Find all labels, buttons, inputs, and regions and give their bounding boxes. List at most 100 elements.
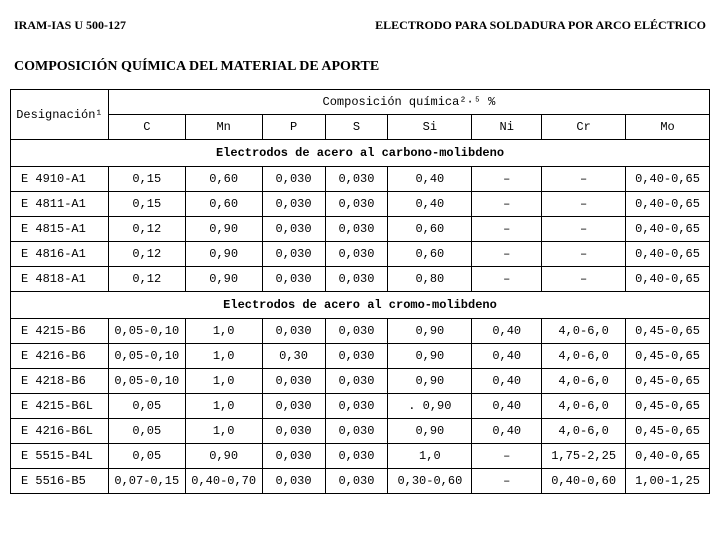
value-cell: 1,0 xyxy=(185,319,262,344)
designation-cell: E 4816-A1 xyxy=(11,242,109,267)
value-cell: 0,60 xyxy=(388,242,472,267)
value-cell: 0,40-0,65 xyxy=(626,242,710,267)
value-cell: 0,030 xyxy=(325,419,388,444)
table-row: E 5515-B4L0,050,900,0300,0301,0–1,75-2,2… xyxy=(11,444,710,469)
value-cell: 0,40-0,60 xyxy=(542,469,626,494)
value-cell: 0,60 xyxy=(388,217,472,242)
value-cell: 0,40-0,65 xyxy=(626,192,710,217)
value-cell: – xyxy=(472,469,542,494)
value-cell: – xyxy=(472,444,542,469)
col-c: C xyxy=(108,115,185,140)
value-cell: 0,05 xyxy=(108,419,185,444)
value-cell: 0,030 xyxy=(325,242,388,267)
value-cell: 1,0 xyxy=(185,394,262,419)
section-title: Electrodos de acero al cromo-molibdeno xyxy=(11,292,710,319)
value-cell: 0,40-0,65 xyxy=(626,444,710,469)
value-cell: 0,05 xyxy=(108,394,185,419)
value-cell: 0,45-0,65 xyxy=(626,419,710,444)
col-mo: Mo xyxy=(626,115,710,140)
header-right: ELECTRODO PARA SOLDADURA POR ARCO ELÉCTR… xyxy=(375,18,706,33)
section-title-row: Electrodos de acero al cromo-molibdeno xyxy=(11,292,710,319)
value-cell: 0,030 xyxy=(262,419,325,444)
value-cell: 0,030 xyxy=(262,394,325,419)
value-cell: 0,40-0,65 xyxy=(626,217,710,242)
designation-cell: E 4218-B6 xyxy=(11,369,109,394)
value-cell: 1,00-1,25 xyxy=(626,469,710,494)
designation-cell: E 4216-B6 xyxy=(11,344,109,369)
value-cell: 0,90 xyxy=(185,217,262,242)
table-body: Electrodos de acero al carbono-molibdeno… xyxy=(11,140,710,494)
table-row: E 4811-A10,150,600,0300,0300,40––0,40-0,… xyxy=(11,192,710,217)
value-cell: 0,030 xyxy=(325,192,388,217)
table-row: E 4216-B6L0,051,00,0300,0300,900,404,0-6… xyxy=(11,419,710,444)
value-cell: 0,45-0,65 xyxy=(626,369,710,394)
page-subtitle: COMPOSICIÓN QUÍMICA DEL MATERIAL DE APOR… xyxy=(10,37,710,89)
col-mn: Mn xyxy=(185,115,262,140)
value-cell: 0,07-0,15 xyxy=(108,469,185,494)
table-row: E 4218-B60,05-0,101,00,0300,0300,900,404… xyxy=(11,369,710,394)
value-cell: 0,40-0,65 xyxy=(626,267,710,292)
value-cell: 4,0-6,0 xyxy=(542,319,626,344)
value-cell: 0,40-0,70 xyxy=(185,469,262,494)
value-cell: 1,0 xyxy=(388,444,472,469)
value-cell: 0,05 xyxy=(108,444,185,469)
value-cell: 0,030 xyxy=(325,344,388,369)
value-cell: 0,030 xyxy=(262,319,325,344)
value-cell: – xyxy=(542,217,626,242)
value-cell: 0,030 xyxy=(262,444,325,469)
value-cell: 0,15 xyxy=(108,167,185,192)
col-designation: Designación¹ xyxy=(11,90,109,140)
value-cell: 0,90 xyxy=(185,242,262,267)
value-cell: 0,030 xyxy=(262,242,325,267)
designation-cell: E 4215-B6L xyxy=(11,394,109,419)
value-cell: 0,90 xyxy=(185,444,262,469)
value-cell: 0,030 xyxy=(262,217,325,242)
value-cell: 0,30 xyxy=(262,344,325,369)
value-cell: 0,030 xyxy=(325,319,388,344)
table-row: E 4215-B6L0,051,00,0300,030. 0,900,404,0… xyxy=(11,394,710,419)
value-cell: 0,40-0,65 xyxy=(626,167,710,192)
value-cell: 0,030 xyxy=(262,469,325,494)
value-cell: 0,60 xyxy=(185,167,262,192)
designation-cell: E 4811-A1 xyxy=(11,192,109,217)
table-row: E 4816-A10,120,900,0300,0300,60––0,40-0,… xyxy=(11,242,710,267)
designation-cell: E 4910-A1 xyxy=(11,167,109,192)
value-cell: 0,40 xyxy=(388,167,472,192)
value-cell: 0,030 xyxy=(325,444,388,469)
value-cell: 0,40 xyxy=(472,394,542,419)
value-cell: 4,0-6,0 xyxy=(542,419,626,444)
value-cell: 1,0 xyxy=(185,419,262,444)
designation-cell: E 4815-A1 xyxy=(11,217,109,242)
value-cell: 0,40 xyxy=(472,419,542,444)
table-row: E 4815-A10,120,900,0300,0300,60––0,40-0,… xyxy=(11,217,710,242)
value-cell: 0,40 xyxy=(472,344,542,369)
value-cell: . 0,90 xyxy=(388,394,472,419)
value-cell: 1,75-2,25 xyxy=(542,444,626,469)
value-cell: 0,80 xyxy=(388,267,472,292)
value-cell: 0,40 xyxy=(388,192,472,217)
designation-cell: E 4215-B6 xyxy=(11,319,109,344)
value-cell: – xyxy=(472,217,542,242)
value-cell: 0,30-0,60 xyxy=(388,469,472,494)
value-cell: – xyxy=(542,242,626,267)
col-composition-group: Composición química²·⁵ % xyxy=(108,90,709,115)
value-cell: 0,030 xyxy=(325,267,388,292)
value-cell: 0,90 xyxy=(388,369,472,394)
value-cell: – xyxy=(472,167,542,192)
value-cell: 0,15 xyxy=(108,192,185,217)
designation-cell: E 5515-B4L xyxy=(11,444,109,469)
designation-cell: E 4216-B6L xyxy=(11,419,109,444)
value-cell: 0,05-0,10 xyxy=(108,319,185,344)
value-cell: 0,030 xyxy=(325,369,388,394)
value-cell: 0,90 xyxy=(185,267,262,292)
value-cell: 0,12 xyxy=(108,217,185,242)
value-cell: 0,030 xyxy=(262,192,325,217)
column-labels-row: C Mn P S Si Ni Cr Mo xyxy=(11,115,710,140)
value-cell: 0,05-0,10 xyxy=(108,369,185,394)
value-cell: – xyxy=(472,192,542,217)
value-cell: 0,90 xyxy=(388,419,472,444)
value-cell: 0,90 xyxy=(388,344,472,369)
col-si: Si xyxy=(388,115,472,140)
section-title: Electrodos de acero al carbono-molibdeno xyxy=(11,140,710,167)
value-cell: 0,030 xyxy=(325,167,388,192)
